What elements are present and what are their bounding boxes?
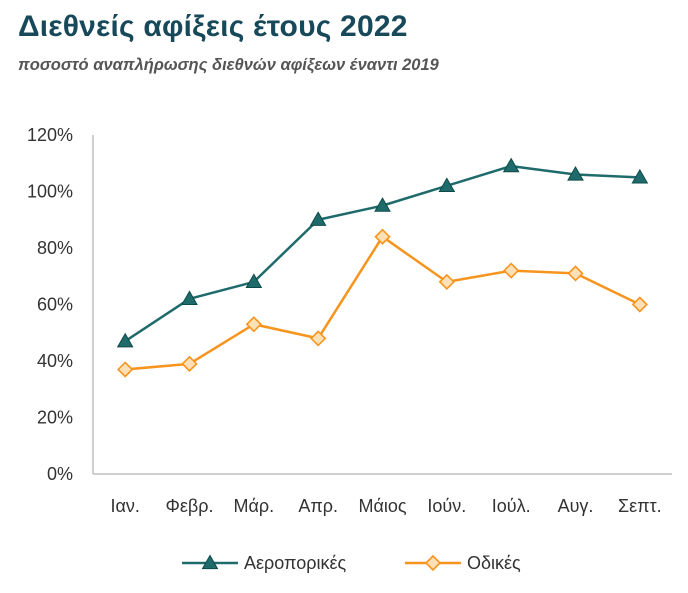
chart-subtitle: ποσοστό αναπλήρωσης διεθνών αφίξεων έναν… <box>18 56 439 74</box>
data-point <box>245 273 263 289</box>
y-tick-label: 120% <box>27 125 73 145</box>
data-point <box>374 228 391 245</box>
x-tick-label: Αυγ. <box>558 496 594 516</box>
legend-label: Οδικές <box>467 553 521 573</box>
data-point <box>181 355 198 372</box>
y-axis-ticks: 0% 20% 40% 60% 80% 100% 120% <box>27 125 73 484</box>
legend-marker <box>424 554 442 572</box>
chart-title: Διεθνείς αφίξεις έτους 2022 <box>18 10 408 43</box>
y-tick-label: 80% <box>37 238 73 258</box>
x-tick-label: Ιούν. <box>427 496 466 516</box>
data-point <box>631 168 649 184</box>
x-axis-ticks: Ιαν. Φεβρ. Μάρ. Απρ. Μάιος Ιούν. Ιούλ. Αυγ. Σεπτ… <box>110 496 661 516</box>
series-air <box>116 157 649 348</box>
x-tick-label: Σεπτ. <box>618 496 662 516</box>
data-point <box>310 330 327 347</box>
data-point <box>116 332 134 348</box>
y-tick-label: 40% <box>37 351 73 371</box>
x-tick-label: Μάιος <box>358 496 406 516</box>
y-tick-label: 0% <box>47 464 73 484</box>
data-point <box>438 177 456 192</box>
x-tick-label: Ιαν. <box>110 496 139 516</box>
y-tick-label: 60% <box>37 295 73 315</box>
data-point <box>374 197 391 212</box>
data-point <box>245 316 262 333</box>
y-tick-label: 100% <box>27 182 73 202</box>
data-point <box>502 157 520 173</box>
series-group <box>116 157 649 378</box>
data-point <box>438 273 455 291</box>
legend-item: Οδικές <box>405 553 521 573</box>
legend-item: Αεροπορικές <box>182 553 346 573</box>
data-point <box>503 262 520 279</box>
series-road <box>117 228 648 378</box>
data-point <box>567 166 584 181</box>
legend: Αεροπορικές Οδικές <box>182 553 521 573</box>
legend-label: Αεροπορικές <box>244 553 346 573</box>
data-point <box>309 211 327 226</box>
legend-marker <box>201 554 219 570</box>
series-line <box>124 164 640 343</box>
data-point <box>567 265 584 282</box>
axes <box>92 135 672 475</box>
data-point <box>181 290 198 305</box>
y-tick-label: 20% <box>37 408 73 428</box>
data-point <box>117 361 134 378</box>
x-tick-label: Ιούλ. <box>492 496 531 516</box>
series-line <box>125 235 641 371</box>
x-tick-label: Φεβρ. <box>166 496 214 516</box>
data-point <box>631 296 648 313</box>
x-tick-label: Απρ. <box>298 496 338 516</box>
x-tick-label: Μάρ. <box>234 496 275 516</box>
